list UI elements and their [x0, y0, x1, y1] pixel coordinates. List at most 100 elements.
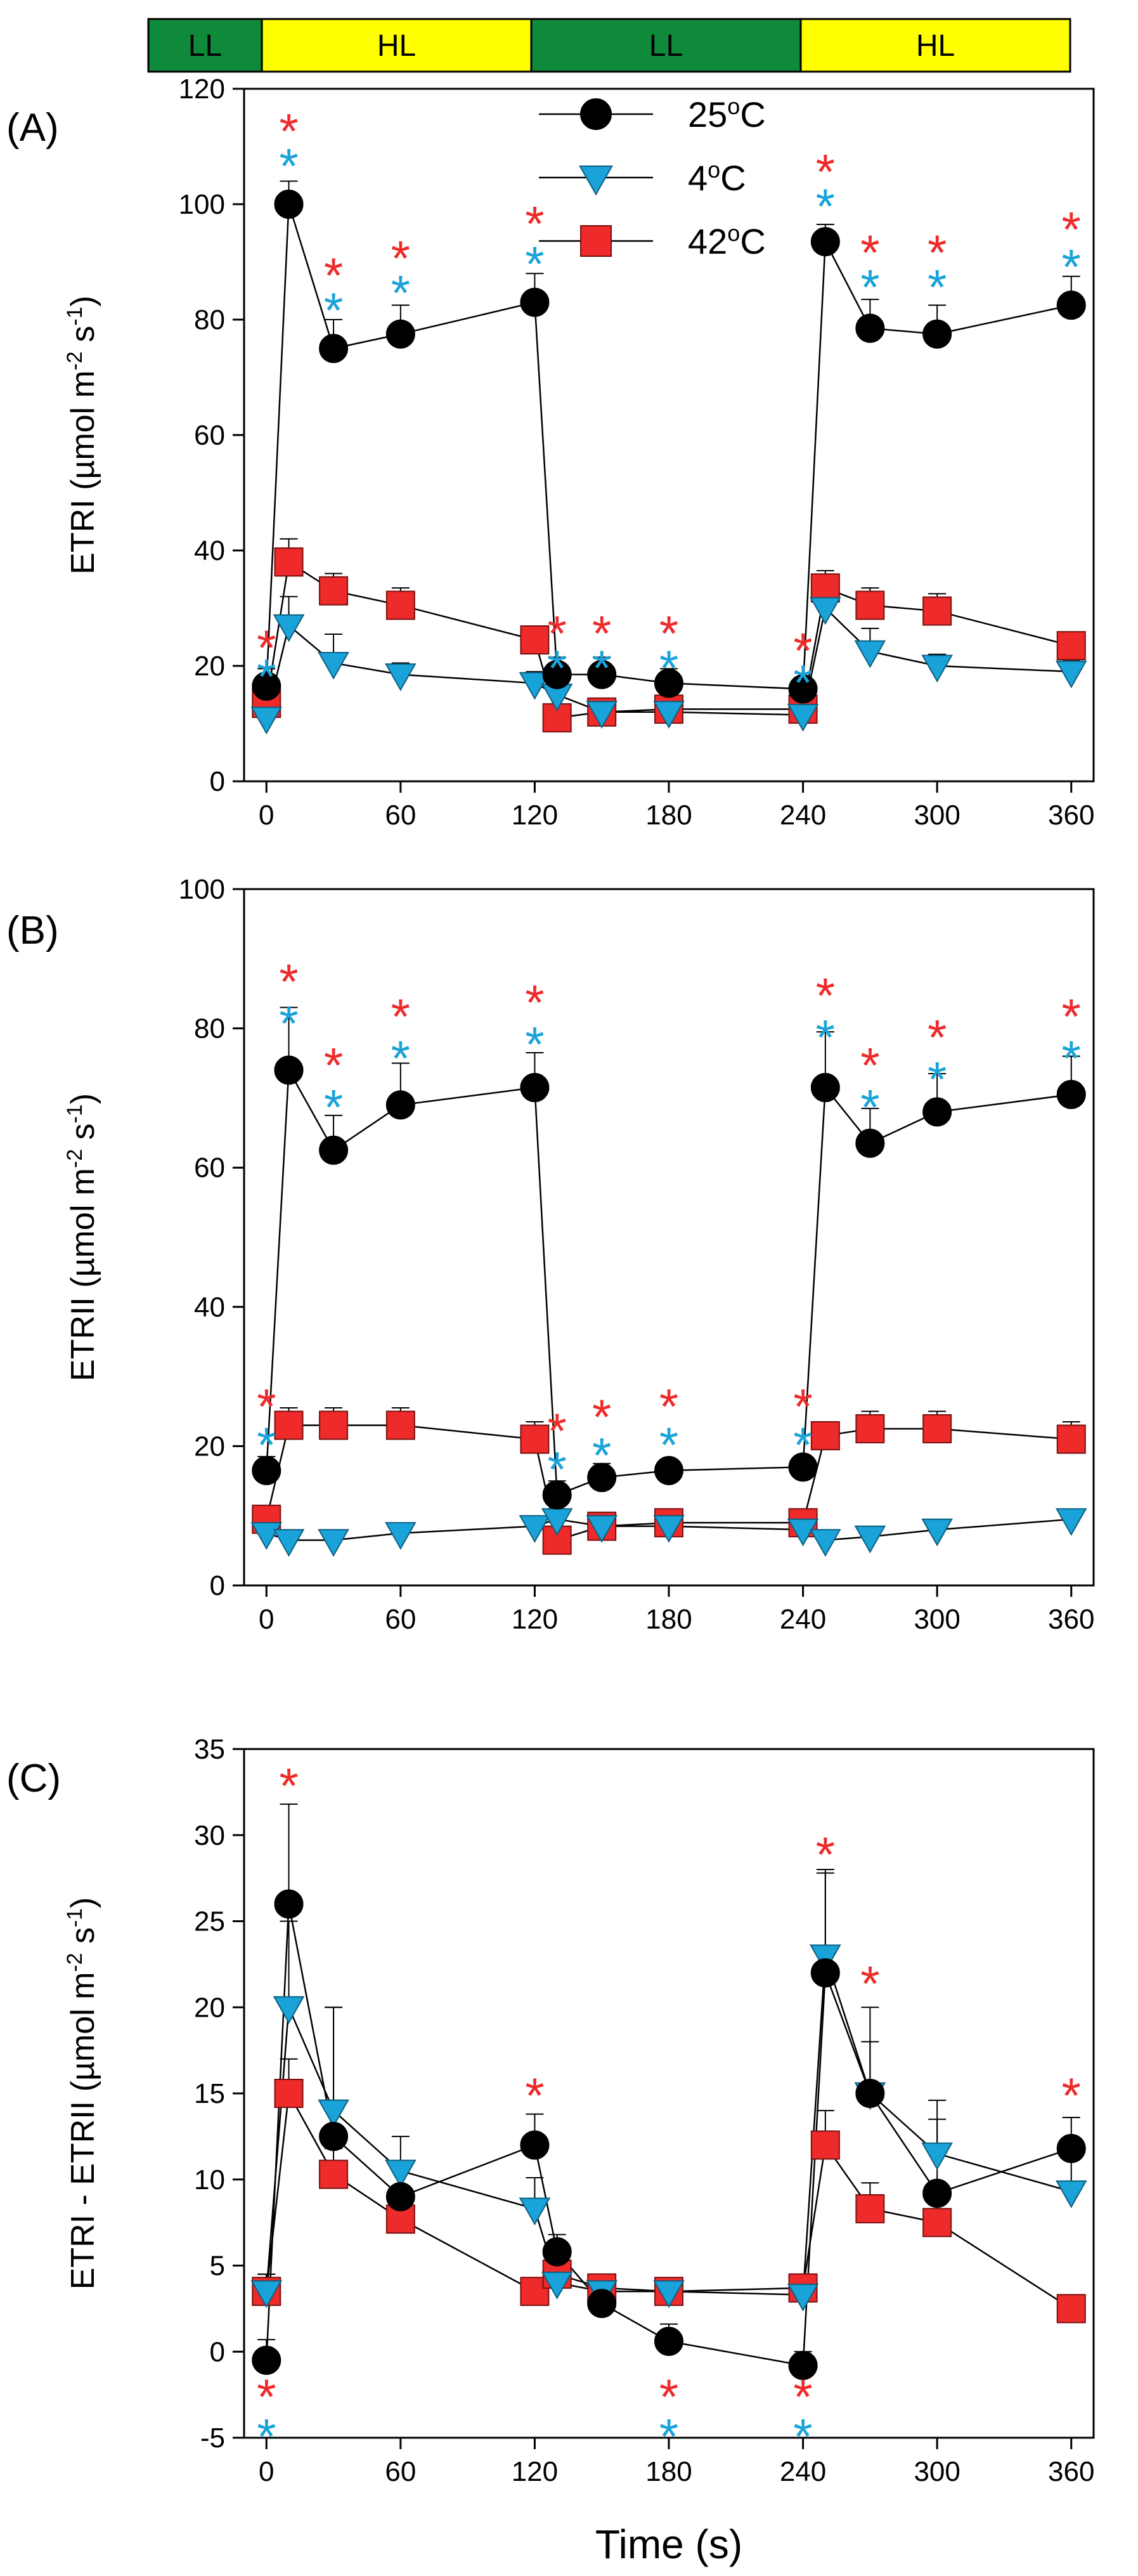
significance-mark-4c: *	[659, 2409, 678, 2464]
significance-mark-42c: *	[1062, 989, 1081, 1044]
y-axis-label: ETRI - ETRII (µmol m-2 s-1)	[63, 1897, 101, 2290]
light-bar-label: LL	[649, 29, 683, 63]
error-bars-42C	[257, 2058, 1080, 2309]
significance-mark-4c: *	[257, 649, 276, 705]
x-tick-label: 0	[259, 2456, 274, 2487]
significance-mark-42c: *	[525, 195, 544, 251]
significance-mark-42c: *	[793, 1379, 812, 1434]
legend-value: 42	[688, 221, 727, 261]
data-point-42C	[855, 2194, 885, 2223]
data-point-25C	[788, 2350, 818, 2380]
data-point-25C	[385, 1090, 415, 1120]
data-point-4C	[250, 2280, 283, 2308]
significance-mark-4c: *	[860, 1079, 879, 1135]
data-point-4C	[273, 1529, 305, 1557]
data-point-4C	[653, 701, 685, 729]
significance-mark-4c: *	[391, 265, 410, 321]
data-point-4C	[810, 1944, 841, 1973]
data-point-25C	[319, 2121, 349, 2151]
significance-mark-42c: *	[816, 1826, 835, 1882]
y-axis-label: ETRI (µmol m-2 s-1)	[63, 296, 101, 575]
x-tick-label: 240	[780, 800, 826, 831]
significance-mark-42c: *	[659, 2369, 678, 2424]
legend-unit: C	[740, 94, 765, 134]
data-point-25C	[274, 1055, 304, 1085]
data-point-25C	[810, 1072, 840, 1102]
x-tick-label: 120	[512, 800, 558, 831]
light-bar-label: HL	[916, 29, 955, 63]
data-point-25C	[385, 2182, 415, 2211]
significance-mark-4c: *	[928, 259, 947, 315]
y-axis-label-part: -1	[63, 1104, 87, 1123]
significance-mark-42c: *	[860, 224, 879, 280]
panel-label: (C)	[6, 1757, 61, 1800]
x-tick-label: 0	[259, 1604, 274, 1635]
panel-label: (B)	[6, 909, 59, 953]
series-markers-25C	[252, 1889, 1086, 2380]
data-point-25C	[810, 1958, 840, 1987]
x-tick-label: 360	[1048, 2456, 1094, 2487]
data-point-42C	[385, 1410, 415, 1440]
data-point-25C	[274, 190, 304, 219]
y-axis-label-part: ETRI (µmol m	[65, 370, 101, 575]
significance-mark-4c: *	[391, 1031, 410, 1086]
data-point-25C	[654, 1455, 683, 1485]
x-tick-label: 240	[780, 2456, 826, 2487]
data-point-4C	[810, 597, 841, 625]
y-tick-label: 40	[194, 1292, 225, 1323]
significance-mark-4c: *	[1062, 239, 1081, 295]
significance-mark-42c: *	[279, 954, 298, 1010]
significance-mark-42c: *	[592, 1389, 611, 1445]
y-tick-label: 40	[194, 535, 225, 566]
y-tick-label: 60	[194, 1152, 225, 1183]
y-tick-label: 80	[194, 1013, 225, 1044]
data-point-4C	[541, 2272, 573, 2300]
significance-mark-42c: *	[659, 1379, 678, 1434]
significance-mark-42c: *	[1062, 2067, 1081, 2123]
data-point-42C	[520, 625, 550, 655]
data-point-25C	[542, 2237, 572, 2267]
data-point-25C	[810, 227, 840, 257]
light-bar-segment	[799, 18, 1071, 73]
data-point-4C	[1055, 2180, 1087, 2208]
legend-degree: o	[708, 157, 720, 183]
legend-unit: C	[720, 158, 746, 198]
y-tick-label: 20	[194, 1431, 225, 1462]
x-tick-label: 60	[385, 800, 416, 831]
y-tick-label: 15	[194, 2078, 225, 2109]
y-tick-label: 60	[194, 420, 225, 451]
data-point-42C	[855, 590, 885, 620]
data-point-4C	[921, 2142, 953, 2171]
light-bar-segment	[147, 18, 263, 73]
light-bar-label: LL	[188, 29, 222, 63]
significance-mark-42c: *	[816, 968, 835, 1024]
legend-degree: o	[727, 93, 740, 119]
data-point-25C	[587, 1462, 617, 1492]
y-axis-label-part: -1	[63, 1908, 87, 1927]
significance-mark-42c: *	[324, 1038, 343, 1093]
data-point-4C	[787, 1518, 819, 1547]
data-point-42C	[274, 1410, 304, 1440]
y-tick-label: 100	[179, 874, 225, 905]
significance-mark-4c: *	[860, 259, 879, 315]
series-markers-25C	[252, 190, 1086, 704]
x-tick-label: 180	[645, 800, 692, 831]
series-markers-4C	[250, 1508, 1087, 1557]
data-point-25C	[1056, 2133, 1086, 2163]
panel-label: (A)	[6, 106, 59, 150]
x-tick-label: 120	[512, 1604, 558, 1635]
significance-mark-42c: *	[548, 1403, 567, 1459]
y-axis-label: ETRII (µmol m-2 s-1)	[63, 1093, 101, 1381]
x-tick-label: 240	[780, 1604, 826, 1635]
legend-degree: o	[727, 220, 740, 246]
data-point-4C	[318, 1529, 349, 1557]
data-point-25C	[319, 1135, 349, 1165]
significance-mark-42c: *	[860, 1038, 879, 1093]
data-point-25C	[520, 1072, 550, 1102]
data-point-25C	[922, 319, 952, 349]
legend-entry-25C: 25oC	[688, 93, 766, 135]
x-axis-label: Time (s)	[595, 2521, 742, 2567]
y-axis-label-part: -2	[63, 1953, 87, 1972]
data-point-4C	[1055, 660, 1087, 689]
